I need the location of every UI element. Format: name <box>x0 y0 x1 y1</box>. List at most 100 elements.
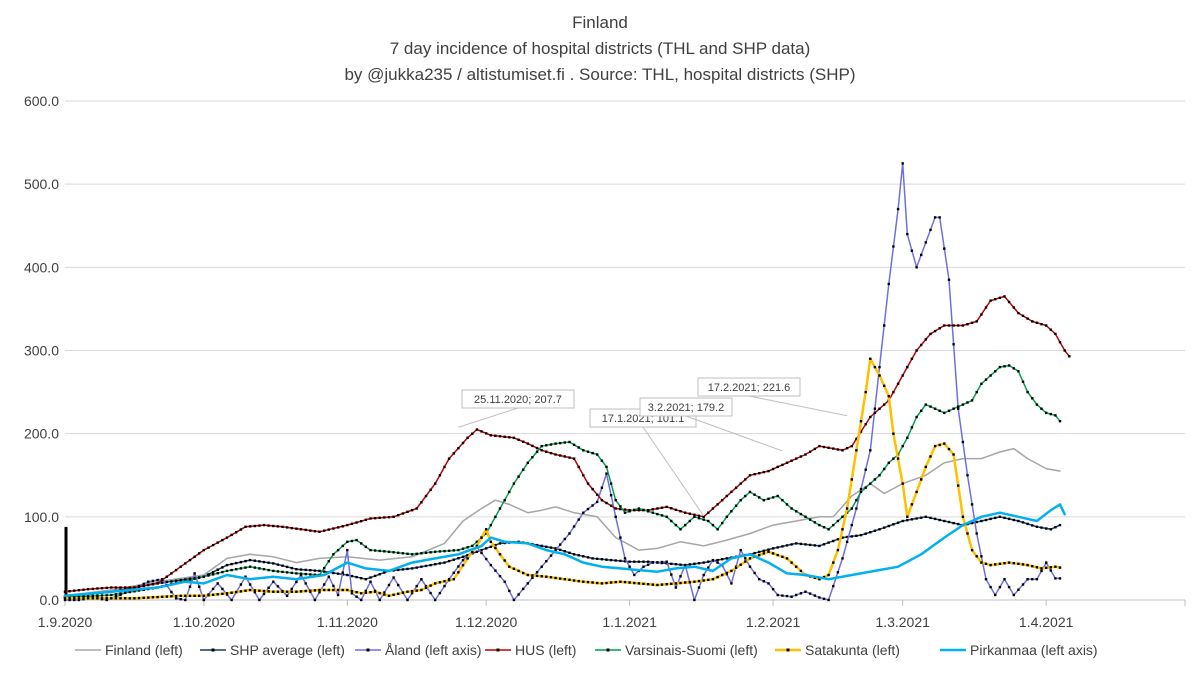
legend-item-aland-left-axis: Åland (left axis) <box>355 642 481 658</box>
data-point <box>670 507 673 510</box>
data-point <box>457 565 460 568</box>
data-point <box>572 579 576 582</box>
data-point <box>285 565 289 569</box>
data-point <box>1031 578 1034 581</box>
data-point <box>174 594 178 598</box>
data-point <box>697 514 701 517</box>
data-point <box>563 578 566 581</box>
data-point <box>248 588 252 592</box>
data-point <box>966 474 969 477</box>
data-point <box>776 465 779 469</box>
annotation-box <box>639 397 733 417</box>
data-point <box>355 591 358 594</box>
data-point <box>758 553 761 557</box>
data-point <box>1012 593 1015 597</box>
data-point <box>517 438 520 441</box>
data-point <box>397 514 400 517</box>
data-point <box>970 503 974 506</box>
data-point <box>424 584 428 588</box>
data-point <box>360 598 363 602</box>
data-point <box>1040 407 1043 410</box>
data-point <box>461 558 465 562</box>
data-point <box>91 597 94 600</box>
data-point <box>522 468 525 471</box>
data-point <box>989 517 992 521</box>
data-point <box>1058 420 1062 423</box>
data-point <box>795 457 798 460</box>
data-point <box>707 566 710 569</box>
data-point <box>1049 328 1052 331</box>
data-point <box>438 550 442 553</box>
data-point <box>239 567 243 570</box>
x-tick-label: 1.11.2020 <box>317 614 378 630</box>
data-point <box>221 587 224 591</box>
data-point <box>961 515 965 518</box>
data-point <box>790 543 793 546</box>
data-point <box>808 518 812 521</box>
data-point <box>170 595 173 598</box>
data-point <box>670 573 673 576</box>
data-point <box>702 518 705 521</box>
data-point <box>563 441 566 444</box>
x-tick-label: 1.12.2020 <box>455 614 517 630</box>
data-point <box>943 411 946 415</box>
data-point <box>924 241 927 244</box>
data-point <box>346 548 349 552</box>
data-point <box>235 561 238 565</box>
data-point <box>554 548 557 552</box>
data-point <box>1007 561 1011 564</box>
data-point <box>119 586 122 589</box>
data-point <box>1058 341 1062 344</box>
data-point <box>526 461 529 464</box>
data-point <box>485 557 488 561</box>
data-point <box>554 442 557 445</box>
legend-label: Satakunta (left) <box>805 642 900 658</box>
data-point <box>373 574 377 578</box>
data-point <box>827 541 830 544</box>
data-point <box>767 548 770 551</box>
data-point <box>808 450 812 453</box>
data-point <box>1017 562 1020 565</box>
data-point <box>697 562 701 565</box>
y-tick-label: 300.0 <box>24 343 59 359</box>
data-point <box>1049 566 1052 569</box>
data-point <box>494 434 497 437</box>
data-point <box>832 447 835 450</box>
data-point <box>290 587 293 591</box>
data-point <box>929 405 932 408</box>
data-point <box>230 568 233 572</box>
data-point <box>952 324 955 327</box>
data-point <box>906 365 909 369</box>
data-point <box>221 538 224 542</box>
data-point <box>975 390 978 394</box>
data-point <box>1003 578 1006 581</box>
data-point <box>568 532 571 535</box>
data-point <box>901 444 904 448</box>
data-point <box>225 592 229 595</box>
data-point <box>91 587 94 591</box>
data-point <box>248 558 252 562</box>
data-point <box>355 538 358 542</box>
data-point <box>383 591 386 594</box>
data-point <box>591 487 594 491</box>
annotation-box <box>461 389 575 409</box>
data-point <box>461 555 465 558</box>
data-point <box>1026 317 1029 320</box>
data-point <box>998 515 1002 518</box>
data-point <box>443 584 446 588</box>
data-point <box>68 590 71 593</box>
data-point <box>239 583 243 586</box>
data-point <box>1017 370 1020 373</box>
data-point <box>281 525 284 528</box>
data-point <box>318 591 321 594</box>
data-point <box>457 571 460 574</box>
data-point <box>114 586 118 589</box>
data-point <box>559 543 562 546</box>
data-point <box>679 528 682 531</box>
data-point <box>799 512 803 516</box>
data-point <box>151 596 155 599</box>
data-point <box>133 590 136 593</box>
data-point <box>211 593 215 596</box>
data-point <box>711 578 715 581</box>
